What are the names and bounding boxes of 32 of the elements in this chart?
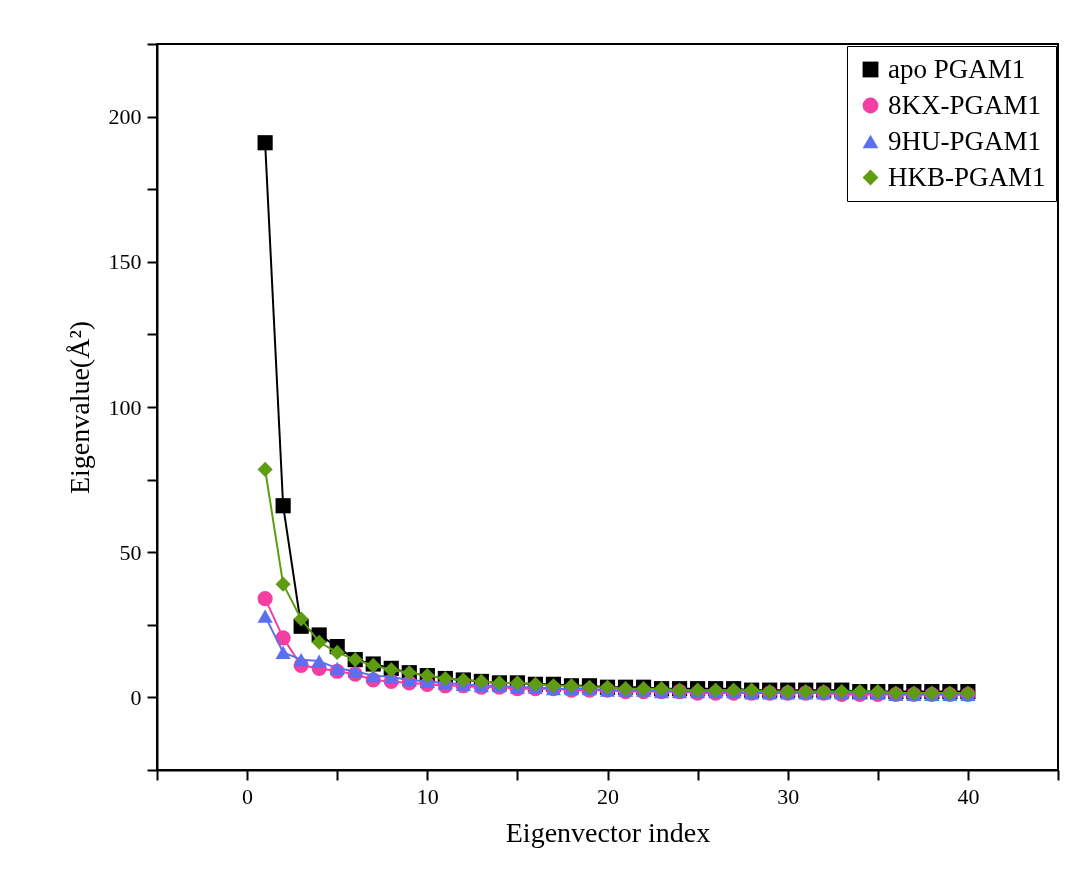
- point: [257, 461, 273, 478]
- legend-label: HKB-PGAM1: [888, 161, 1046, 192]
- legend-label: 9HU-PGAM1: [888, 125, 1042, 156]
- legend-label: apo PGAM1: [888, 53, 1026, 84]
- point: [329, 661, 345, 675]
- point: [275, 576, 291, 592]
- x-tick-label: 20: [597, 783, 619, 809]
- point: [311, 654, 327, 668]
- y-tick-label: 150: [108, 249, 142, 275]
- y-tick-label: 100: [108, 394, 142, 420]
- point: [275, 645, 291, 659]
- point: [293, 653, 309, 667]
- x-tick-label: 40: [957, 783, 980, 809]
- y-axis-title: Eigenvalue(Å²): [63, 320, 95, 495]
- x-tick-label: 0: [242, 783, 254, 809]
- y-tick-label: 50: [119, 539, 142, 565]
- point: [311, 634, 327, 650]
- point: [275, 630, 291, 646]
- x-tick-label: 30: [777, 783, 800, 809]
- legend-label: 8KX-PGAM1: [888, 89, 1042, 120]
- point: [347, 664, 363, 678]
- x-tick-label: 10: [416, 783, 439, 809]
- point: [293, 611, 309, 627]
- point: [329, 644, 345, 660]
- point: [275, 498, 291, 514]
- y-tick-label: 0: [130, 684, 142, 710]
- y-tick-label: 200: [108, 104, 142, 130]
- point: [257, 609, 273, 623]
- point: [257, 591, 273, 607]
- point: [257, 135, 273, 151]
- point: [365, 669, 381, 683]
- x-axis-title: Eigenvector index: [505, 816, 711, 848]
